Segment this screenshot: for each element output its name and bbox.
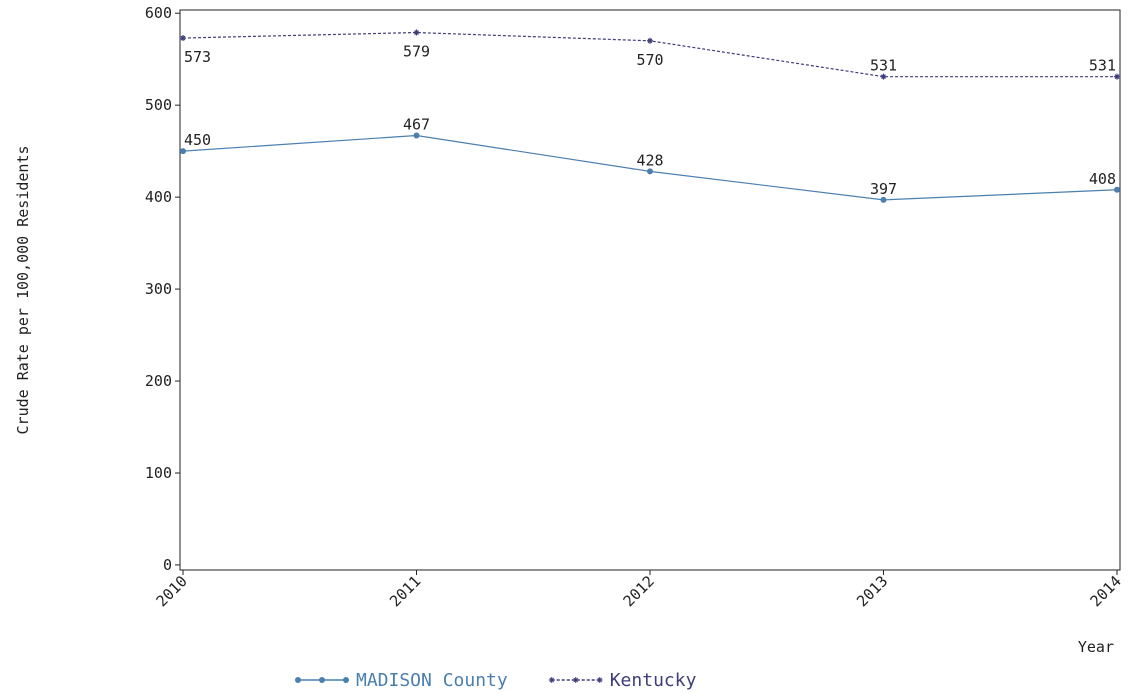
y-tick-label: 400 xyxy=(145,188,172,206)
x-tick-label: 2013 xyxy=(853,572,891,610)
legend-marker xyxy=(319,677,325,683)
point xyxy=(880,196,887,203)
point xyxy=(880,73,887,80)
legend-marker xyxy=(596,677,603,683)
point xyxy=(1114,186,1120,193)
legend-marker xyxy=(295,677,301,683)
data-label: 579 xyxy=(403,43,430,61)
y-tick-label: 600 xyxy=(145,4,172,22)
x-tick-label: 2011 xyxy=(386,572,424,610)
point xyxy=(180,35,186,42)
data-label: 397 xyxy=(870,180,897,198)
point xyxy=(180,148,186,155)
data-label: 450 xyxy=(184,131,211,149)
legend-marker xyxy=(548,677,555,683)
y-tick-label: 0 xyxy=(163,556,172,574)
data-label: 573 xyxy=(184,48,211,66)
data-label: 408 xyxy=(1089,170,1116,188)
data-label: 531 xyxy=(1089,57,1116,75)
legend-label: MADISON County xyxy=(356,670,508,691)
x-tick-label: 2010 xyxy=(153,572,191,610)
y-tick-label: 500 xyxy=(145,96,172,114)
data-label: 570 xyxy=(636,51,663,69)
x-tick-label: 2012 xyxy=(620,572,658,610)
point xyxy=(647,37,653,44)
point xyxy=(413,132,420,139)
point xyxy=(413,29,420,36)
y-tick-label: 300 xyxy=(145,280,172,298)
data-label: 428 xyxy=(636,151,663,169)
plot-frame xyxy=(179,9,1121,571)
x-tick-label: 2014 xyxy=(1087,572,1125,610)
y-axis-label: Crude Rate per 100,000 Residents xyxy=(14,146,32,435)
point xyxy=(647,168,653,175)
data-label: 467 xyxy=(403,116,430,134)
legend-marker xyxy=(343,677,349,683)
y-tick-label: 200 xyxy=(145,372,172,390)
point xyxy=(1114,73,1120,80)
y-tick-label: 100 xyxy=(145,464,172,482)
legend-marker xyxy=(572,677,579,683)
x-axis-label: Year xyxy=(1078,638,1114,656)
data-label: 531 xyxy=(870,57,897,75)
legend-label: Kentucky xyxy=(610,670,697,691)
